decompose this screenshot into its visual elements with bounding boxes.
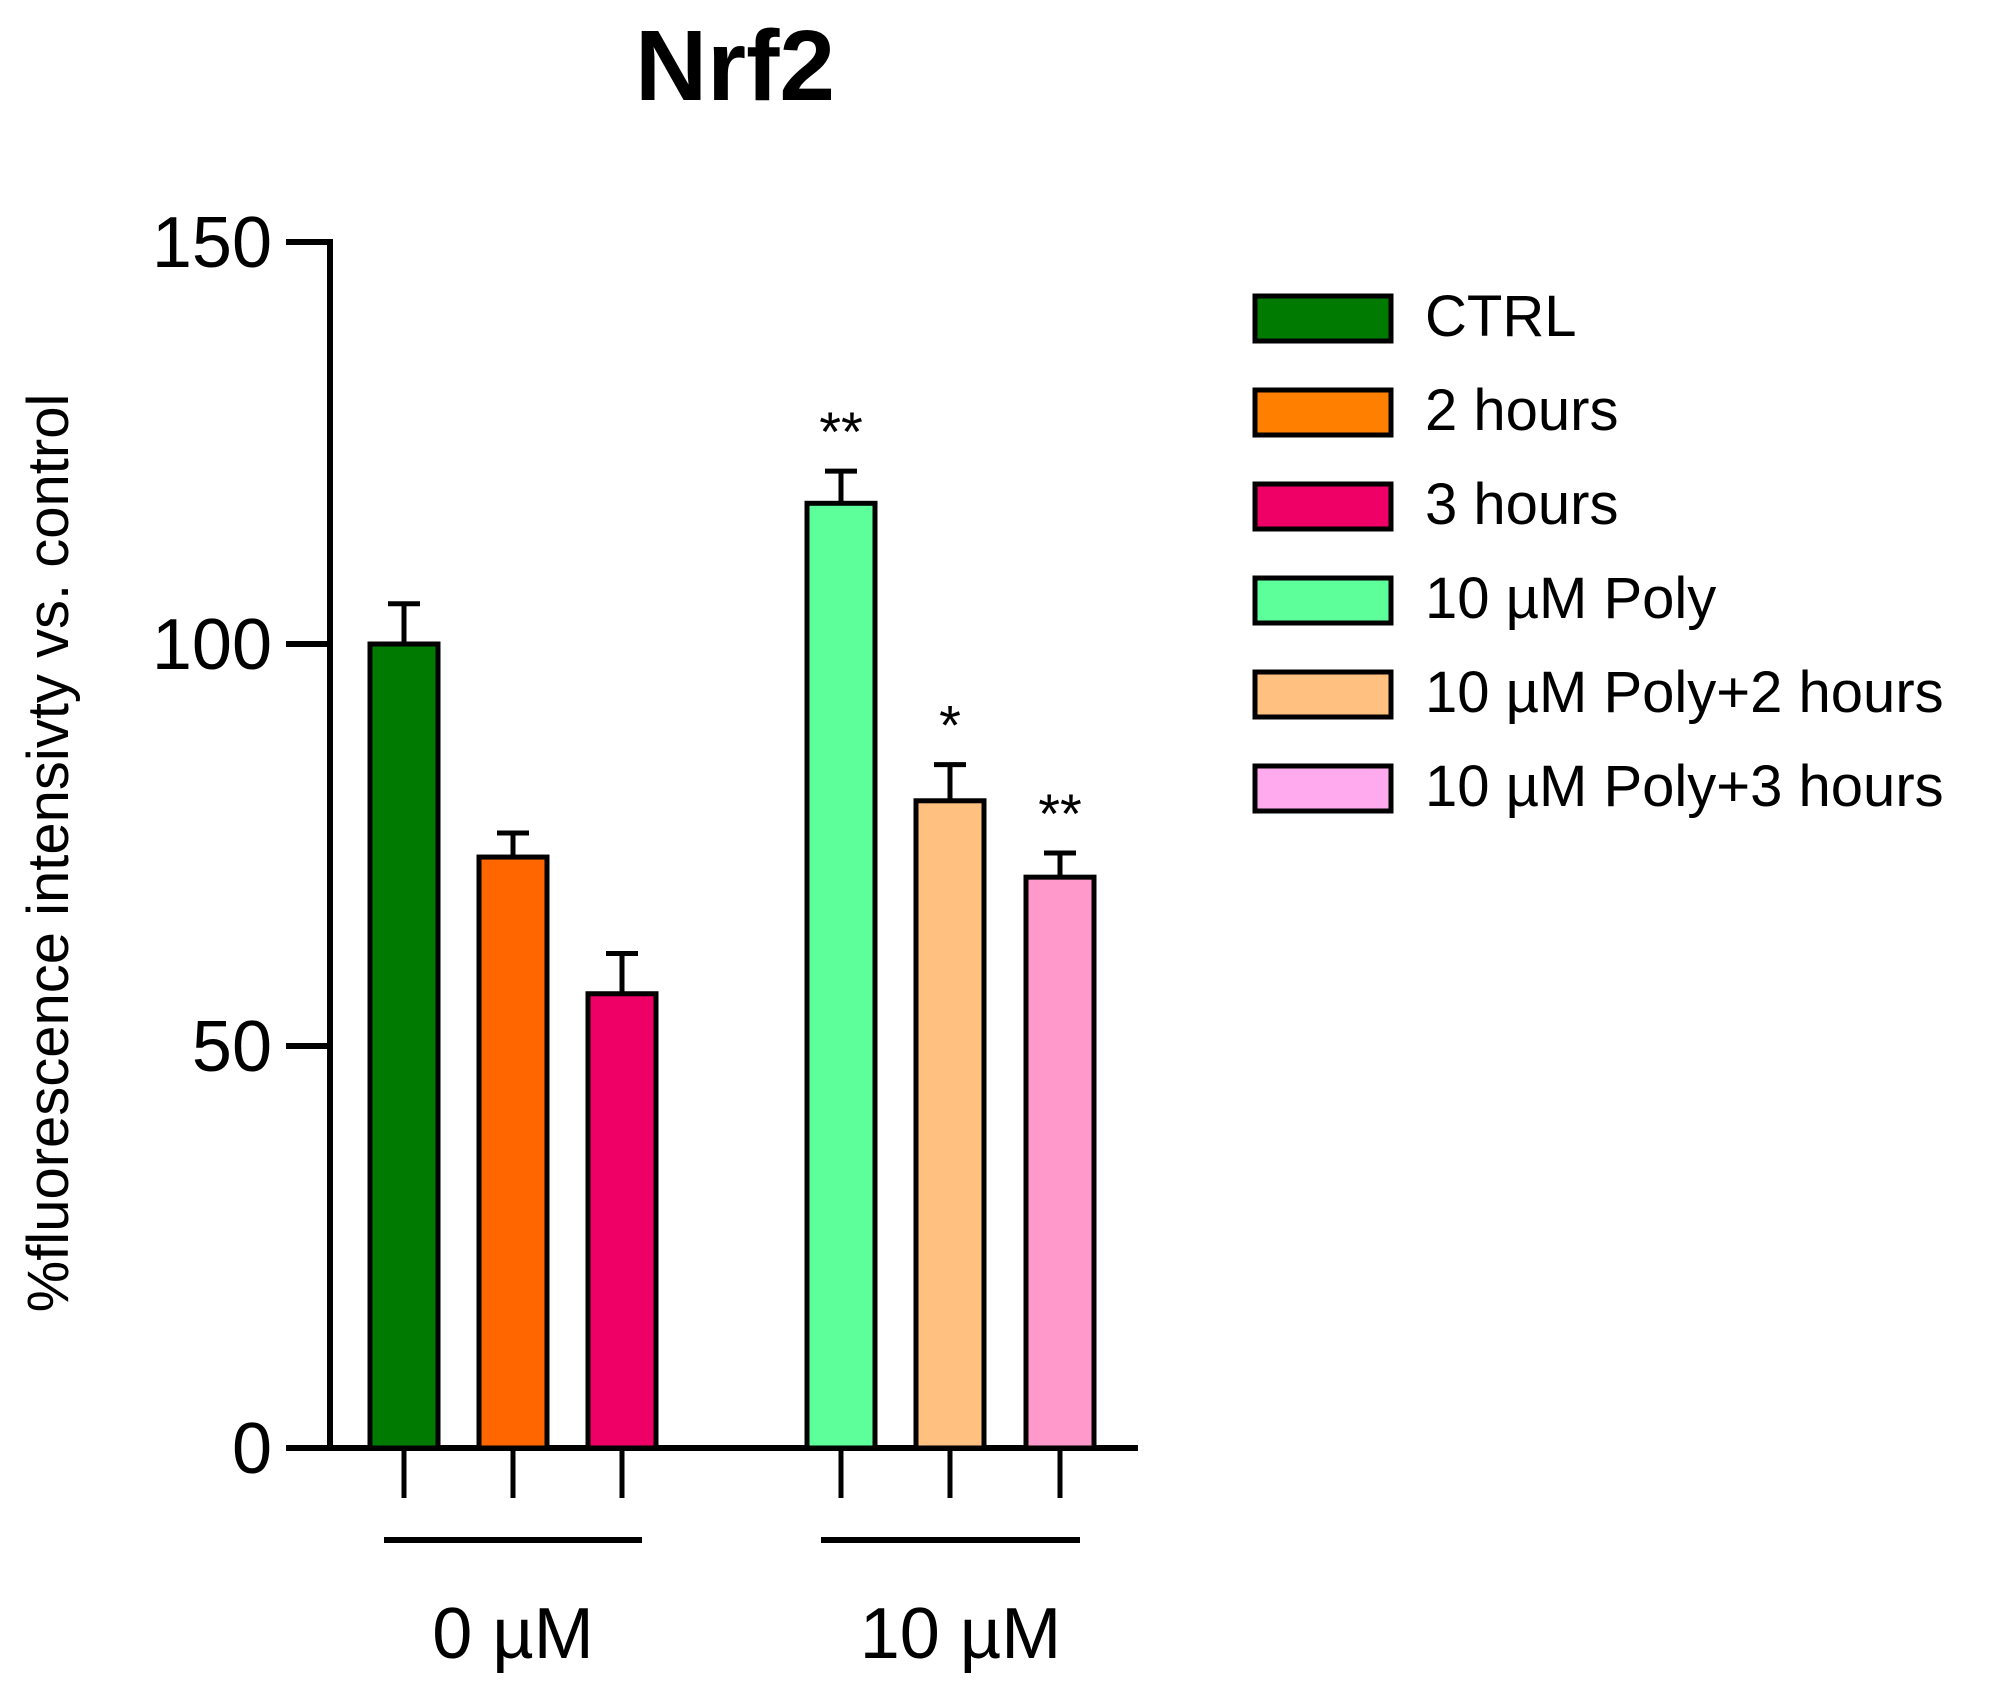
group-label: 0 µM: [432, 1594, 594, 1674]
bar: [367, 641, 441, 1451]
legend-label: 10 µM Poly+2 hours: [1425, 660, 1944, 725]
bar: [1023, 874, 1097, 1451]
significance-label: *: [939, 694, 961, 757]
y-tick-label: 150: [152, 203, 272, 283]
group-label: 10 µM: [860, 1594, 1062, 1674]
legend-swatch: [1252, 763, 1394, 814]
significance-label: **: [819, 400, 863, 463]
legend-swatch: [1252, 293, 1394, 344]
y-tick-label: 100: [152, 605, 272, 685]
legend-label: 3 hours: [1425, 472, 1618, 537]
bar: [913, 798, 987, 1451]
legend-label: CTRL: [1425, 284, 1576, 349]
chart-title: Nrf2: [635, 10, 835, 122]
bar: [585, 991, 659, 1451]
significance-label: **: [1038, 782, 1082, 845]
y-tick-label: 50: [192, 1007, 272, 1087]
legend-label: 2 hours: [1425, 378, 1618, 443]
y-tick-label: 0: [232, 1409, 272, 1489]
legend-swatch: [1252, 481, 1394, 532]
y-axis-label: %fluorescence intensivty vs. control: [16, 394, 81, 1313]
legend-swatch: [1252, 575, 1394, 626]
axes: 0 50 100 150: [152, 203, 1138, 1489]
group-labels: 0 µM 10 µM: [384, 1537, 1080, 1674]
legend: CTRL 2 hours 3 hours 10 µM Poly 10 µM Poly+2…: [1252, 284, 1944, 819]
legend-swatch: [1252, 387, 1394, 438]
legend-swatch: [1252, 669, 1394, 720]
bars: *****: [367, 400, 1097, 1498]
bar: [476, 854, 550, 1451]
legend-label: 10 µM Poly+3 hours: [1425, 754, 1944, 819]
bar: [804, 500, 878, 1451]
legend-label: 10 µM Poly: [1425, 566, 1716, 631]
